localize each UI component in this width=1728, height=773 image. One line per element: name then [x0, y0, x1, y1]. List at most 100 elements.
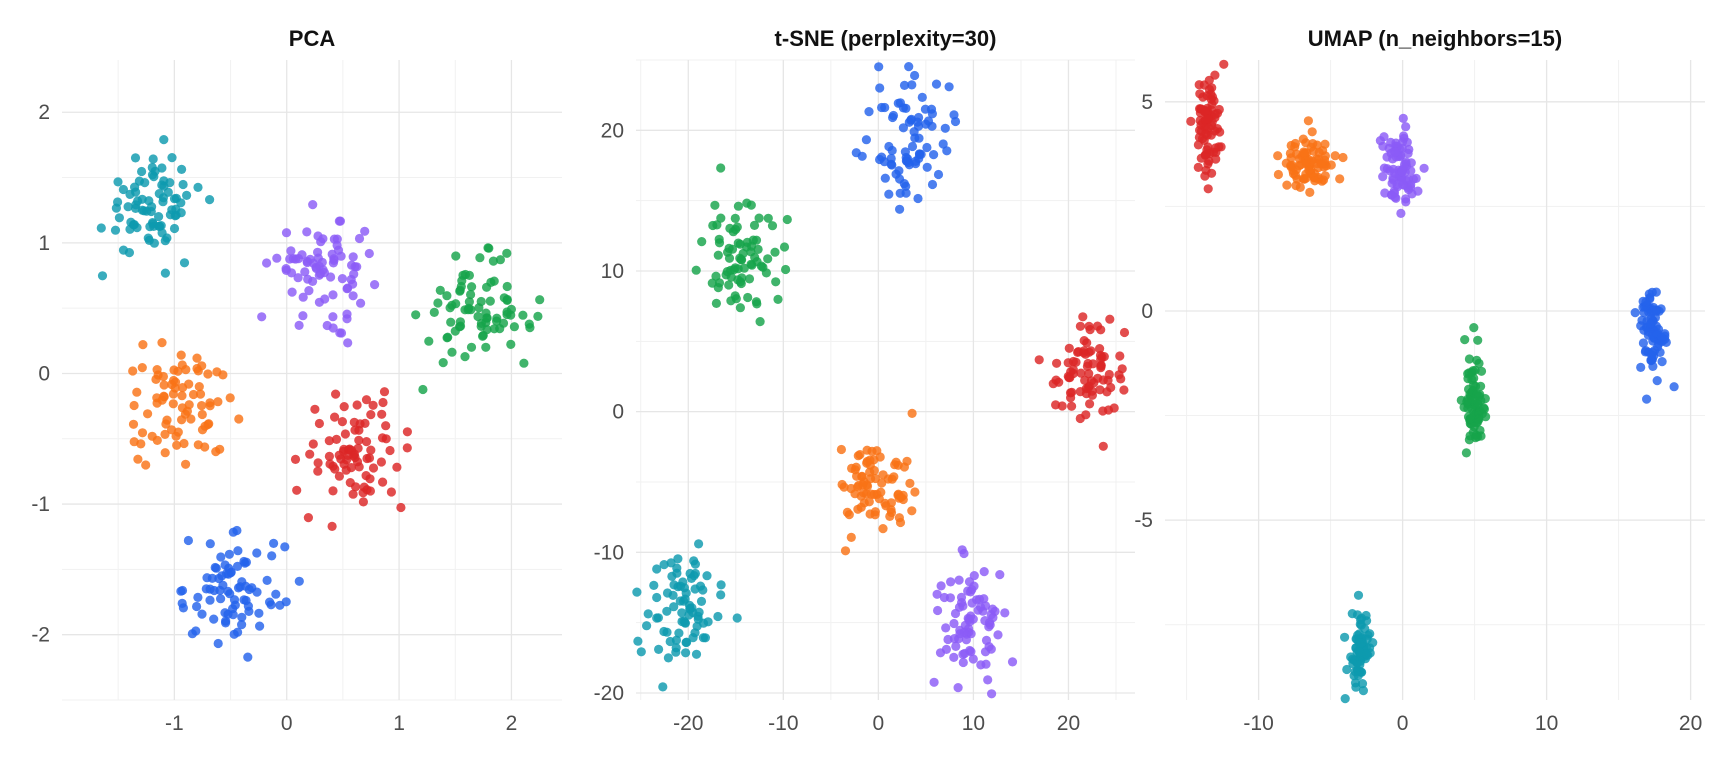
data-point — [130, 182, 140, 192]
data-point — [1398, 113, 1408, 123]
data-point — [1353, 590, 1364, 600]
data-point — [1652, 376, 1662, 386]
data-point — [502, 295, 512, 305]
data-point — [878, 524, 888, 534]
data-point — [976, 660, 986, 670]
data-point — [986, 644, 996, 654]
data-point — [328, 290, 338, 300]
data-point — [1299, 148, 1309, 158]
data-point — [694, 539, 704, 549]
data-point — [141, 460, 151, 470]
data-point — [129, 400, 139, 411]
data-point — [161, 419, 171, 429]
x-tick-label: 20 — [1679, 712, 1702, 735]
data-point — [158, 371, 168, 382]
data-point — [940, 123, 950, 133]
data-point — [938, 139, 948, 149]
data-point — [308, 200, 318, 210]
data-point — [1338, 152, 1348, 163]
data-point — [181, 459, 191, 469]
data-point — [304, 286, 314, 296]
data-point — [329, 234, 339, 244]
data-point — [197, 609, 207, 619]
data-point — [1087, 390, 1097, 400]
data-point — [751, 297, 762, 307]
data-point — [680, 618, 691, 628]
data-point — [293, 273, 303, 283]
data-point — [1295, 182, 1305, 192]
data-point — [1413, 186, 1423, 196]
data-point — [1095, 385, 1105, 395]
data-point — [1353, 670, 1363, 681]
data-point — [386, 487, 396, 497]
data-point — [1201, 124, 1211, 134]
data-point — [1068, 365, 1078, 375]
data-point — [267, 551, 277, 561]
data-point — [880, 173, 890, 183]
data-point — [933, 605, 943, 616]
panel-1: -1 0 1 2 -2 -1 0 1 2 PCA — [31, 26, 562, 735]
data-point — [953, 683, 963, 693]
cluster-5 — [290, 387, 412, 532]
data-point — [163, 187, 173, 197]
data-point — [1298, 134, 1308, 144]
data-point — [1204, 84, 1215, 95]
data-point — [435, 285, 445, 295]
data-point — [370, 280, 380, 290]
data-point — [376, 457, 386, 467]
data-point — [464, 303, 474, 313]
data-point — [162, 233, 172, 243]
x-tick-label: 0 — [281, 712, 293, 735]
data-point — [1214, 104, 1224, 115]
data-point — [1000, 608, 1010, 618]
data-point — [402, 443, 412, 453]
data-point — [878, 470, 888, 480]
data-point — [302, 227, 312, 237]
data-point — [1386, 137, 1396, 147]
data-point — [360, 418, 370, 428]
data-point — [1081, 384, 1091, 394]
data-point — [492, 316, 502, 326]
data-point — [1469, 373, 1479, 383]
data-point — [342, 455, 352, 465]
data-point — [907, 80, 917, 90]
data-point — [411, 310, 421, 320]
data-point — [1473, 398, 1483, 408]
data-point — [743, 292, 753, 303]
major-grid — [62, 60, 562, 700]
data-point — [518, 310, 528, 320]
data-point — [713, 250, 723, 260]
data-point — [147, 162, 157, 173]
data-point — [958, 657, 968, 668]
data-point — [1067, 401, 1077, 411]
data-point — [269, 538, 279, 549]
data-point — [1641, 297, 1651, 307]
y-tick-label: 0 — [1141, 300, 1153, 323]
data-point — [215, 444, 225, 454]
data-point — [327, 521, 337, 532]
data-point — [328, 323, 338, 333]
data-point — [192, 601, 202, 612]
data-point — [194, 382, 204, 392]
data-point — [692, 621, 702, 631]
data-point — [754, 213, 764, 223]
data-point — [345, 478, 355, 488]
cluster-6 — [1340, 590, 1378, 704]
data-point — [365, 474, 375, 484]
minor-grid — [1165, 60, 1705, 700]
data-point — [303, 274, 313, 284]
data-point — [707, 278, 717, 288]
cluster-4 — [836, 408, 920, 556]
data-point — [429, 307, 439, 317]
y-tick-label: -1 — [31, 493, 50, 516]
data-point — [402, 427, 412, 437]
data-point — [1657, 357, 1667, 367]
data-point — [502, 281, 512, 292]
y-tick-label: -2 — [31, 624, 50, 647]
data-point — [1086, 376, 1097, 386]
data-point — [1470, 365, 1480, 375]
x-tick-label: 0 — [873, 712, 885, 735]
data-point — [225, 393, 235, 403]
data-point — [885, 511, 895, 521]
data-point — [905, 478, 915, 488]
